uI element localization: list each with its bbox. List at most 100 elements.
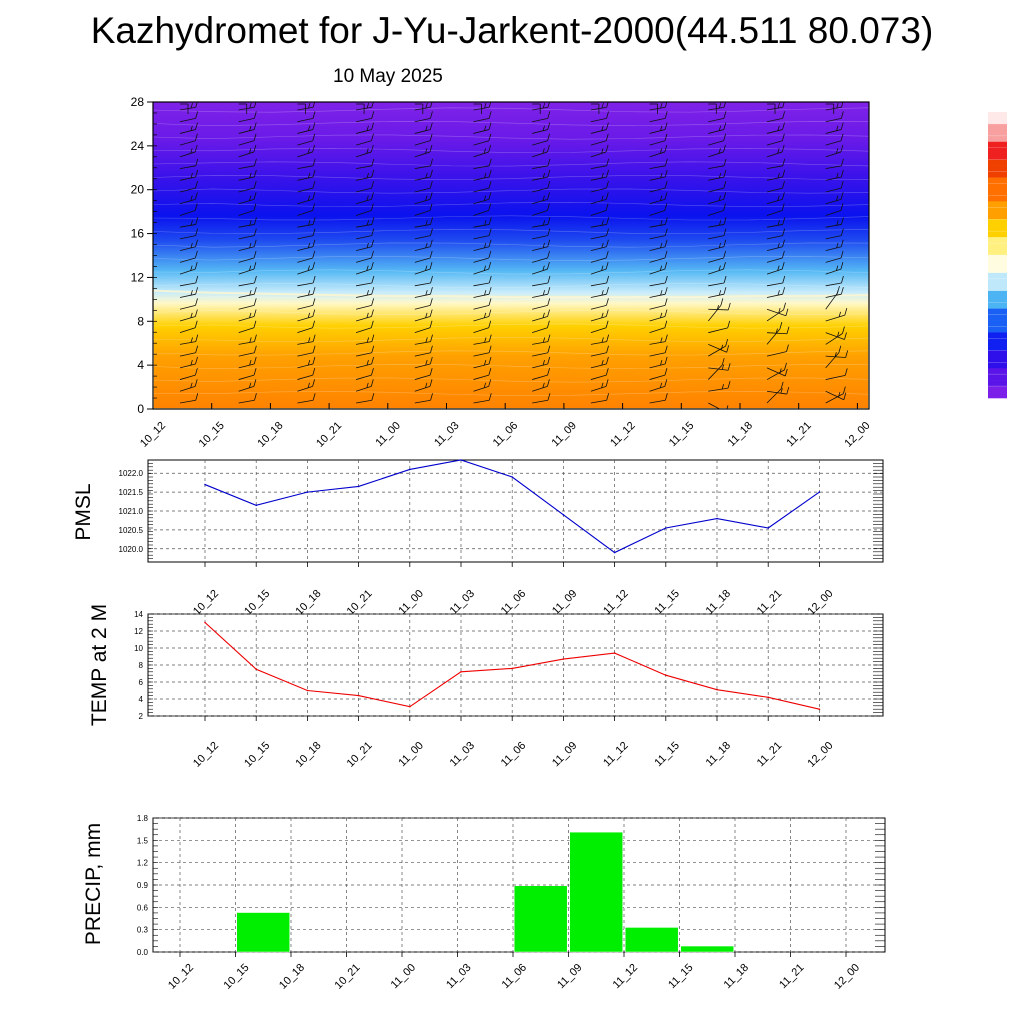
wind-barb-staff [590, 118, 607, 123]
wind-barb [473, 250, 492, 263]
wind-barb-flag-2 [780, 388, 783, 394]
wind-barb-staff [356, 341, 372, 345]
wind-barb-flag [430, 169, 433, 178]
wind-barb-flag [720, 298, 724, 306]
wind-barb-flag [488, 181, 492, 189]
wind-barb [356, 345, 375, 357]
wind-barb-flag-2 [721, 383, 725, 390]
heatmap-contour-line [153, 256, 869, 261]
wind-barb-staff [297, 118, 314, 123]
wind-barb-staff [590, 129, 607, 134]
wind-barb-flag-2 [542, 172, 546, 179]
wind-barb-flag [840, 287, 844, 295]
wind-barb-flag-2 [425, 290, 428, 296]
wind-barb-flag [606, 228, 609, 236]
wind-barb [825, 332, 847, 340]
wind-barb-flag [785, 308, 789, 316]
wind-barb-staff [532, 341, 549, 345]
wind-barb-flag-2 [836, 220, 839, 226]
wind-barb [414, 228, 433, 240]
wind-barb [532, 309, 550, 322]
wind-barb-flag [547, 275, 551, 284]
temp-point-10_21 [357, 694, 360, 697]
wind-barb [649, 158, 668, 169]
wind-barb [708, 169, 727, 181]
colorbar-swatch [988, 392, 1007, 399]
wind-barb-flag-2 [483, 312, 487, 318]
wind-barb-staff [356, 235, 372, 240]
wind-barb [825, 169, 844, 181]
wind-barb [825, 262, 844, 275]
wind-barb-flag-2 [249, 172, 252, 179]
wind-barb-flag-2 [895, 266, 897, 271]
wind-barb [297, 334, 316, 345]
wind-barb-staff [414, 352, 431, 357]
temp-y-tick-label-14: 14 [134, 610, 143, 619]
wind-barb [590, 368, 609, 380]
wind-barb [766, 321, 783, 345]
wind-barb-staff [884, 211, 899, 216]
heatmap-x-tick-label-11_21: 11_21 [784, 420, 814, 450]
pmsl-y-tick-label-1021-5: 1021.5 [119, 488, 144, 497]
heatmap-x-tick-label-11_06: 11_06 [491, 420, 521, 450]
pmsl-point-10_18 [306, 491, 309, 493]
wind-barb [297, 192, 316, 205]
wind-barb-staff [297, 198, 313, 205]
wind-barb-flag [900, 262, 902, 269]
wind-barb [473, 228, 492, 240]
wind-barb-staff [473, 257, 489, 263]
wind-barb-flag [371, 111, 375, 119]
wind-barb-flag-2 [718, 195, 721, 201]
wind-barb-flag [370, 144, 374, 153]
wind-barb-flag [547, 250, 550, 259]
colorbar-swatch [988, 260, 1007, 268]
wind-barb [884, 251, 901, 262]
wind-barb-flag [781, 144, 785, 153]
wind-barb-staff [356, 187, 372, 193]
temp-panel: 2 4 6 8 10 12 14 10_12 10_15 10_18 10_21 11_00 11_03… [88, 604, 884, 770]
wind-barb-staff [356, 352, 372, 357]
wind-barb-staff [590, 246, 607, 252]
wind-barb-staff [355, 210, 372, 216]
wind-barb-flag-2 [777, 290, 780, 296]
wind-barb-staff [708, 344, 727, 353]
wind-barb-flag-2 [601, 290, 604, 296]
temp-x-tick-label-12_00: 12_00 [805, 740, 835, 770]
colorbar-swatch [988, 308, 1007, 315]
wind-barb-staff [590, 224, 607, 228]
wind-barb-flag [606, 217, 610, 225]
wind-barb-staff [825, 352, 840, 369]
wind-barb-staff [414, 363, 431, 369]
wind-barb-staff [649, 268, 665, 275]
wind-barb-flag [488, 393, 492, 401]
wind-barb-flag-2 [777, 242, 780, 249]
wind-barb-flag [664, 298, 668, 306]
heatmap-x-tick-label-11_00: 11_00 [373, 420, 403, 450]
wind-barb-flag [844, 332, 847, 340]
heatmap-panel: 0 4 8 12 16 20 24 28 10_12 10_15 10_18 10_21 11_00 11… [131, 95, 902, 450]
wind-barb [590, 122, 609, 134]
wind-barb-staff [356, 293, 372, 298]
temp-x-tick-label-11_18: 11_18 [704, 740, 734, 770]
wind-barb [708, 381, 731, 392]
wind-barb [708, 144, 726, 158]
wind-barb [825, 144, 844, 158]
wind-barb-flag-2 [190, 337, 193, 343]
wind-barb-flag [253, 250, 257, 259]
wind-barb-staff [414, 246, 431, 252]
wind-barb-staff [825, 129, 842, 134]
wind-barb-flag-2 [308, 337, 311, 343]
wind-barb [238, 122, 257, 134]
wind-barb [766, 169, 786, 181]
wind-barb [884, 321, 901, 333]
wind-barb-staff [297, 363, 314, 369]
precip-bar-11_06 [513, 885, 568, 953]
wind-barb-flag [370, 203, 374, 211]
precip-x-tick-label-11_21: 11_21 [777, 962, 807, 992]
wind-barb-flag [900, 240, 902, 247]
wind-barb [238, 262, 257, 275]
wind-barb-flag-2 [366, 242, 369, 249]
wind-barb-staff [532, 224, 549, 228]
temp-x-tick-label-11_09: 11_09 [550, 740, 580, 770]
wind-barb-staff [356, 304, 372, 310]
